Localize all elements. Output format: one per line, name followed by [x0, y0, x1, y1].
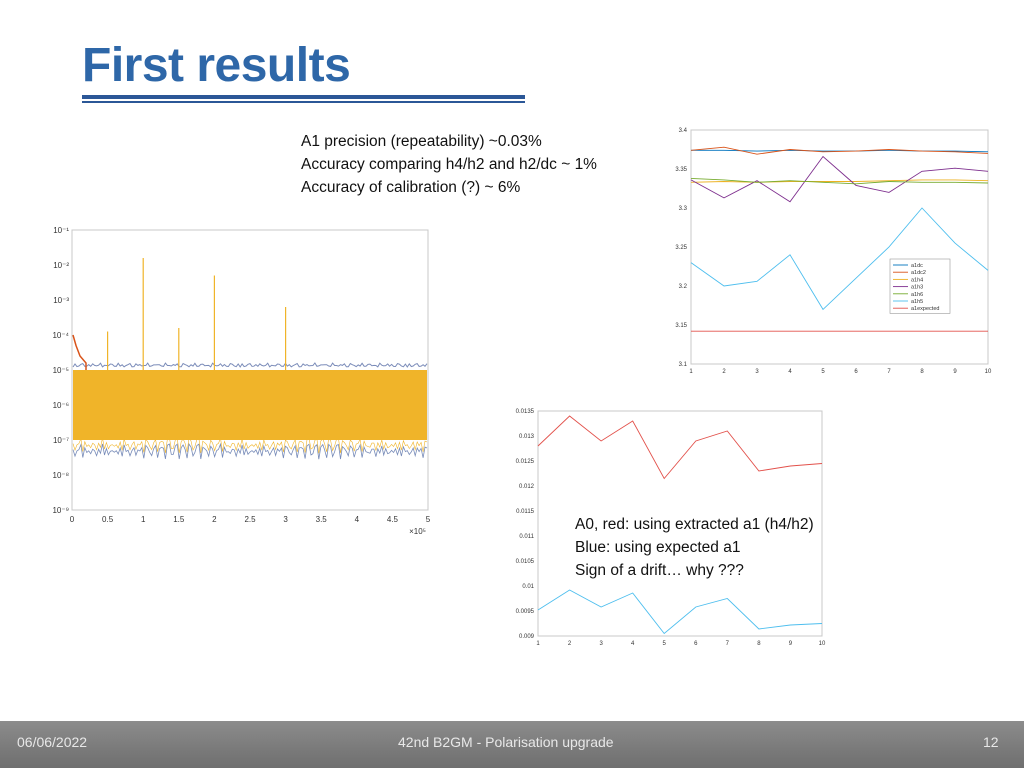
a0-y-tick-label: 0.011	[519, 534, 534, 540]
a1-x-tick-label: 1	[689, 369, 693, 375]
spectrum-y-tick-label: 10⁻⁵	[53, 366, 69, 375]
a1-chart: 1 2 3 4 5 6 7 8 9 10 3.1 3.15 3.2 3.25 3.3 3.35 3.4 a1dc…	[675, 128, 992, 375]
a1-y-tick-label: 3.4	[679, 128, 688, 134]
a0-y-tick-label: 0.012	[519, 484, 535, 490]
a0-x-tick-label: 9	[789, 641, 793, 647]
spectrum-y-tick-label: 10⁻¹	[53, 226, 69, 235]
spectrum-y-tick-label: 10⁻³	[53, 296, 69, 305]
title-underline	[82, 95, 525, 99]
a1-y-tick-label: 3.2	[679, 284, 688, 290]
a1-y-tick-label: 3.35	[675, 167, 687, 173]
a1-legend-label: a1expected	[911, 306, 939, 312]
note-drift: Sign of a drift… why ???	[575, 562, 744, 579]
a1-x-tick-label: 5	[821, 369, 825, 375]
a1-legend-label: a1h3	[911, 285, 923, 291]
spectrum-y-tick-label: 10⁻⁴	[52, 331, 69, 340]
a1-x-tick-label: 2	[722, 369, 726, 375]
slide-title: First results	[82, 39, 351, 92]
notes-bottom: A0, red: using extracted a1 (h4/h2) Blue…	[575, 513, 814, 582]
a1-y-tick-label: 3.25	[675, 245, 687, 251]
a0-y-tick-label: 0.009	[519, 634, 535, 640]
a0-y-tick-label: 0.0105	[516, 559, 535, 565]
footer-event: 42nd B2GM - Polarisation upgrade	[398, 734, 614, 750]
a1-x-tick-label: 7	[887, 369, 891, 375]
a0-series-line	[537, 589, 823, 635]
a0-x-tick-label: 5	[663, 641, 667, 647]
spectrum-noise-lower-edge	[72, 442, 428, 460]
a1-plot-area	[690, 129, 989, 365]
spectrum-x-tick-label: 3	[283, 515, 288, 524]
spectrum-noise-lower-edge-yellow	[72, 437, 428, 454]
a1-y-tick-label: 3.15	[675, 323, 687, 329]
a1-x-tick-label: 9	[953, 369, 957, 375]
note-accuracy-harmonics: Accuracy comparing h4/h2 and h2/dc ~ 1%	[301, 156, 597, 173]
a1-x-tick-label: 10	[985, 369, 992, 375]
a1-legend-label: a1dc	[911, 263, 923, 269]
spectrum-x-tick-label: 4.5	[387, 515, 399, 524]
a0-x-tick-label: 8	[757, 641, 761, 647]
a1-legend-label: a1h4	[911, 277, 923, 283]
a1-series-line	[690, 155, 989, 203]
spectrum-x-tick-label: 1	[141, 515, 146, 524]
a0-x-tick-label: 7	[726, 641, 730, 647]
spectrum-x-tick-label: 1.5	[173, 515, 185, 524]
a1-series-line	[690, 179, 989, 183]
a0-y-tick-label: 0.0135	[516, 409, 535, 415]
footer-page-number: 12	[983, 734, 999, 750]
spectrum-low-frequency-rise	[72, 334, 87, 370]
a1-legend-label: a1h6	[911, 292, 923, 298]
a1-x-tick-label: 4	[788, 369, 792, 375]
spectrum-y-tick-label: 10⁻⁹	[52, 506, 69, 515]
a1-legend-label: a1h5	[911, 299, 923, 305]
a0-x-tick-label: 10	[819, 641, 826, 647]
note-a0-red: A0, red: using extracted a1 (h4/h2)	[575, 516, 814, 533]
footer-date: 06/06/2022	[17, 734, 88, 750]
a1-y-tick-label: 3.1	[679, 362, 688, 368]
footer-bar: 06/06/2022 42nd B2GM - Polarisation upgr…	[0, 721, 1024, 768]
notes-top: A1 precision (repeatability) ~0.03% Accu…	[301, 130, 597, 199]
a0-series-line	[537, 415, 823, 480]
spectrum-noise-band	[73, 370, 427, 440]
note-a0-blue: Blue: using expected a1	[575, 539, 741, 556]
spectrum-x-tick-label: 5	[426, 515, 431, 524]
spectrum-x-tick-label: 2.5	[244, 515, 256, 524]
a1-series-line	[690, 146, 989, 155]
a0-y-tick-label: 0.0095	[516, 609, 535, 615]
a0-y-tick-label: 0.0125	[516, 459, 535, 465]
a1-y-tick-label: 3.3	[679, 206, 688, 212]
a0-chart: 1 2 3 4 5 6 7 8 9 10 0.009 0.0095 0.01 0.0105 0.011 0.0…	[516, 409, 826, 647]
spectrum-y-tick-label: 10⁻⁸	[53, 471, 70, 480]
a0-x-tick-label: 3	[599, 641, 603, 647]
spectrum-x-multiplier: ×10⁵	[409, 527, 426, 536]
a0-y-tick-label: 0.013	[519, 434, 535, 440]
a0-y-tick-label: 0.01	[522, 584, 534, 590]
title-underline-thin	[82, 101, 525, 103]
note-precision: A1 precision (repeatability) ~0.03%	[301, 133, 542, 150]
a0-x-tick-label: 2	[568, 641, 572, 647]
spectrum-noise-upper-edge	[72, 362, 428, 368]
note-accuracy-calibration: Accuracy of calibration (?) ~ 6%	[301, 179, 521, 196]
a1-series-line	[690, 177, 989, 185]
a0-x-tick-label: 6	[694, 641, 698, 647]
a0-x-tick-label: 4	[631, 641, 635, 647]
a0-x-tick-label: 1	[536, 641, 540, 647]
spectrum-x-tick-label: 4	[355, 515, 360, 524]
spectrum-x-tick-label: 0.5	[102, 515, 114, 524]
a1-x-tick-label: 8	[920, 369, 924, 375]
a0-y-tick-label: 0.0115	[516, 509, 535, 515]
spectrum-x-tick-label: 0	[70, 515, 75, 524]
spectrum-y-tick-label: 10⁻⁶	[53, 401, 69, 410]
a1-legend-label: a1dc2	[911, 270, 926, 276]
a1-x-tick-label: 6	[854, 369, 858, 375]
spectrum-y-tick-label: 10⁻²	[53, 261, 69, 270]
spectrum-y-tick-label: 10⁻⁷	[53, 436, 69, 445]
spectrum-x-tick-label: 3.5	[316, 515, 328, 524]
spectrum-x-tick-label: 2	[212, 515, 217, 524]
a1-series-line	[690, 207, 989, 311]
a1-x-tick-label: 3	[755, 369, 759, 375]
spectrum-chart: 0 0.5 1 1.5 2 2.5 3 3.5 4 4.5 5×10⁵ 10⁻⁹ 10⁻⁸ 10⁻⁷ 10⁻…	[52, 226, 431, 536]
